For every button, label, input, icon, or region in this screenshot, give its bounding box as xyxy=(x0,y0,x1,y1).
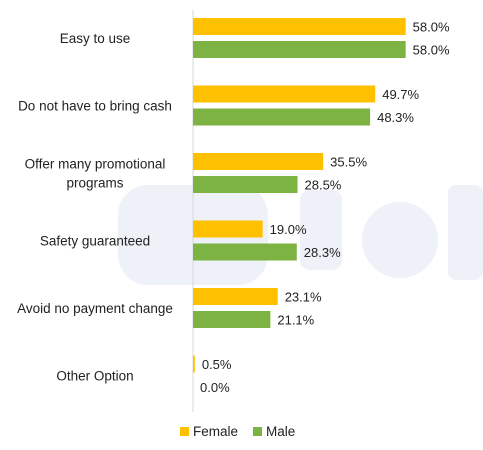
data-labels: 58.0% 58.0% 49.7% 48.3% 35.5% 28.5% 19.0% 28.3%… xyxy=(200,20,450,396)
legend-swatch-male xyxy=(253,427,262,436)
data-label-male-2: 28.5% xyxy=(305,178,342,193)
bar-female-3 xyxy=(193,220,263,238)
bar-male-4 xyxy=(193,311,271,328)
legend: Female Male xyxy=(180,424,295,439)
category-label-0: Easy to use xyxy=(60,31,131,46)
category-label-2: Offer many promotional programs xyxy=(25,157,166,191)
data-label-male-0: 58.0% xyxy=(413,43,450,58)
data-label-male-4: 21.1% xyxy=(277,313,314,328)
bar-male-2 xyxy=(193,176,298,193)
bars xyxy=(193,18,406,373)
category-label-5: Other Option xyxy=(56,369,133,384)
watermark-shape xyxy=(362,202,438,278)
data-label-female-2: 35.5% xyxy=(330,155,367,170)
legend-label-female: Female xyxy=(193,424,238,439)
bar-female-0 xyxy=(193,18,406,35)
watermark-shape xyxy=(448,185,483,280)
legend-label-male: Male xyxy=(266,424,295,439)
data-label-female-5: 0.5% xyxy=(202,357,232,372)
data-label-female-3: 19.0% xyxy=(270,222,307,237)
bar-female-1 xyxy=(193,85,376,103)
category-label-3: Safety guaranteed xyxy=(40,234,150,249)
data-label-female-4: 23.1% xyxy=(285,290,322,305)
data-label-female-1: 49.7% xyxy=(382,87,419,102)
bar-female-4 xyxy=(193,288,278,305)
data-label-male-3: 28.3% xyxy=(304,245,341,260)
bar-male-0 xyxy=(193,41,406,58)
data-label-female-0: 58.0% xyxy=(413,20,450,35)
bar-female-2 xyxy=(193,153,324,170)
bar-female-5 xyxy=(193,355,195,373)
category-label-4: Avoid no payment change xyxy=(17,301,173,316)
bar-male-1 xyxy=(193,108,371,126)
data-label-male-5: 0.0% xyxy=(200,380,230,395)
bar-male-3 xyxy=(193,243,297,261)
category-labels: Easy to use Do not have to bring cash Offe… xyxy=(17,31,173,384)
data-label-male-1: 48.3% xyxy=(377,110,414,125)
category-label-1: Do not have to bring cash xyxy=(18,99,172,114)
watermark-shape xyxy=(300,190,342,270)
legend-swatch-female xyxy=(180,427,189,436)
